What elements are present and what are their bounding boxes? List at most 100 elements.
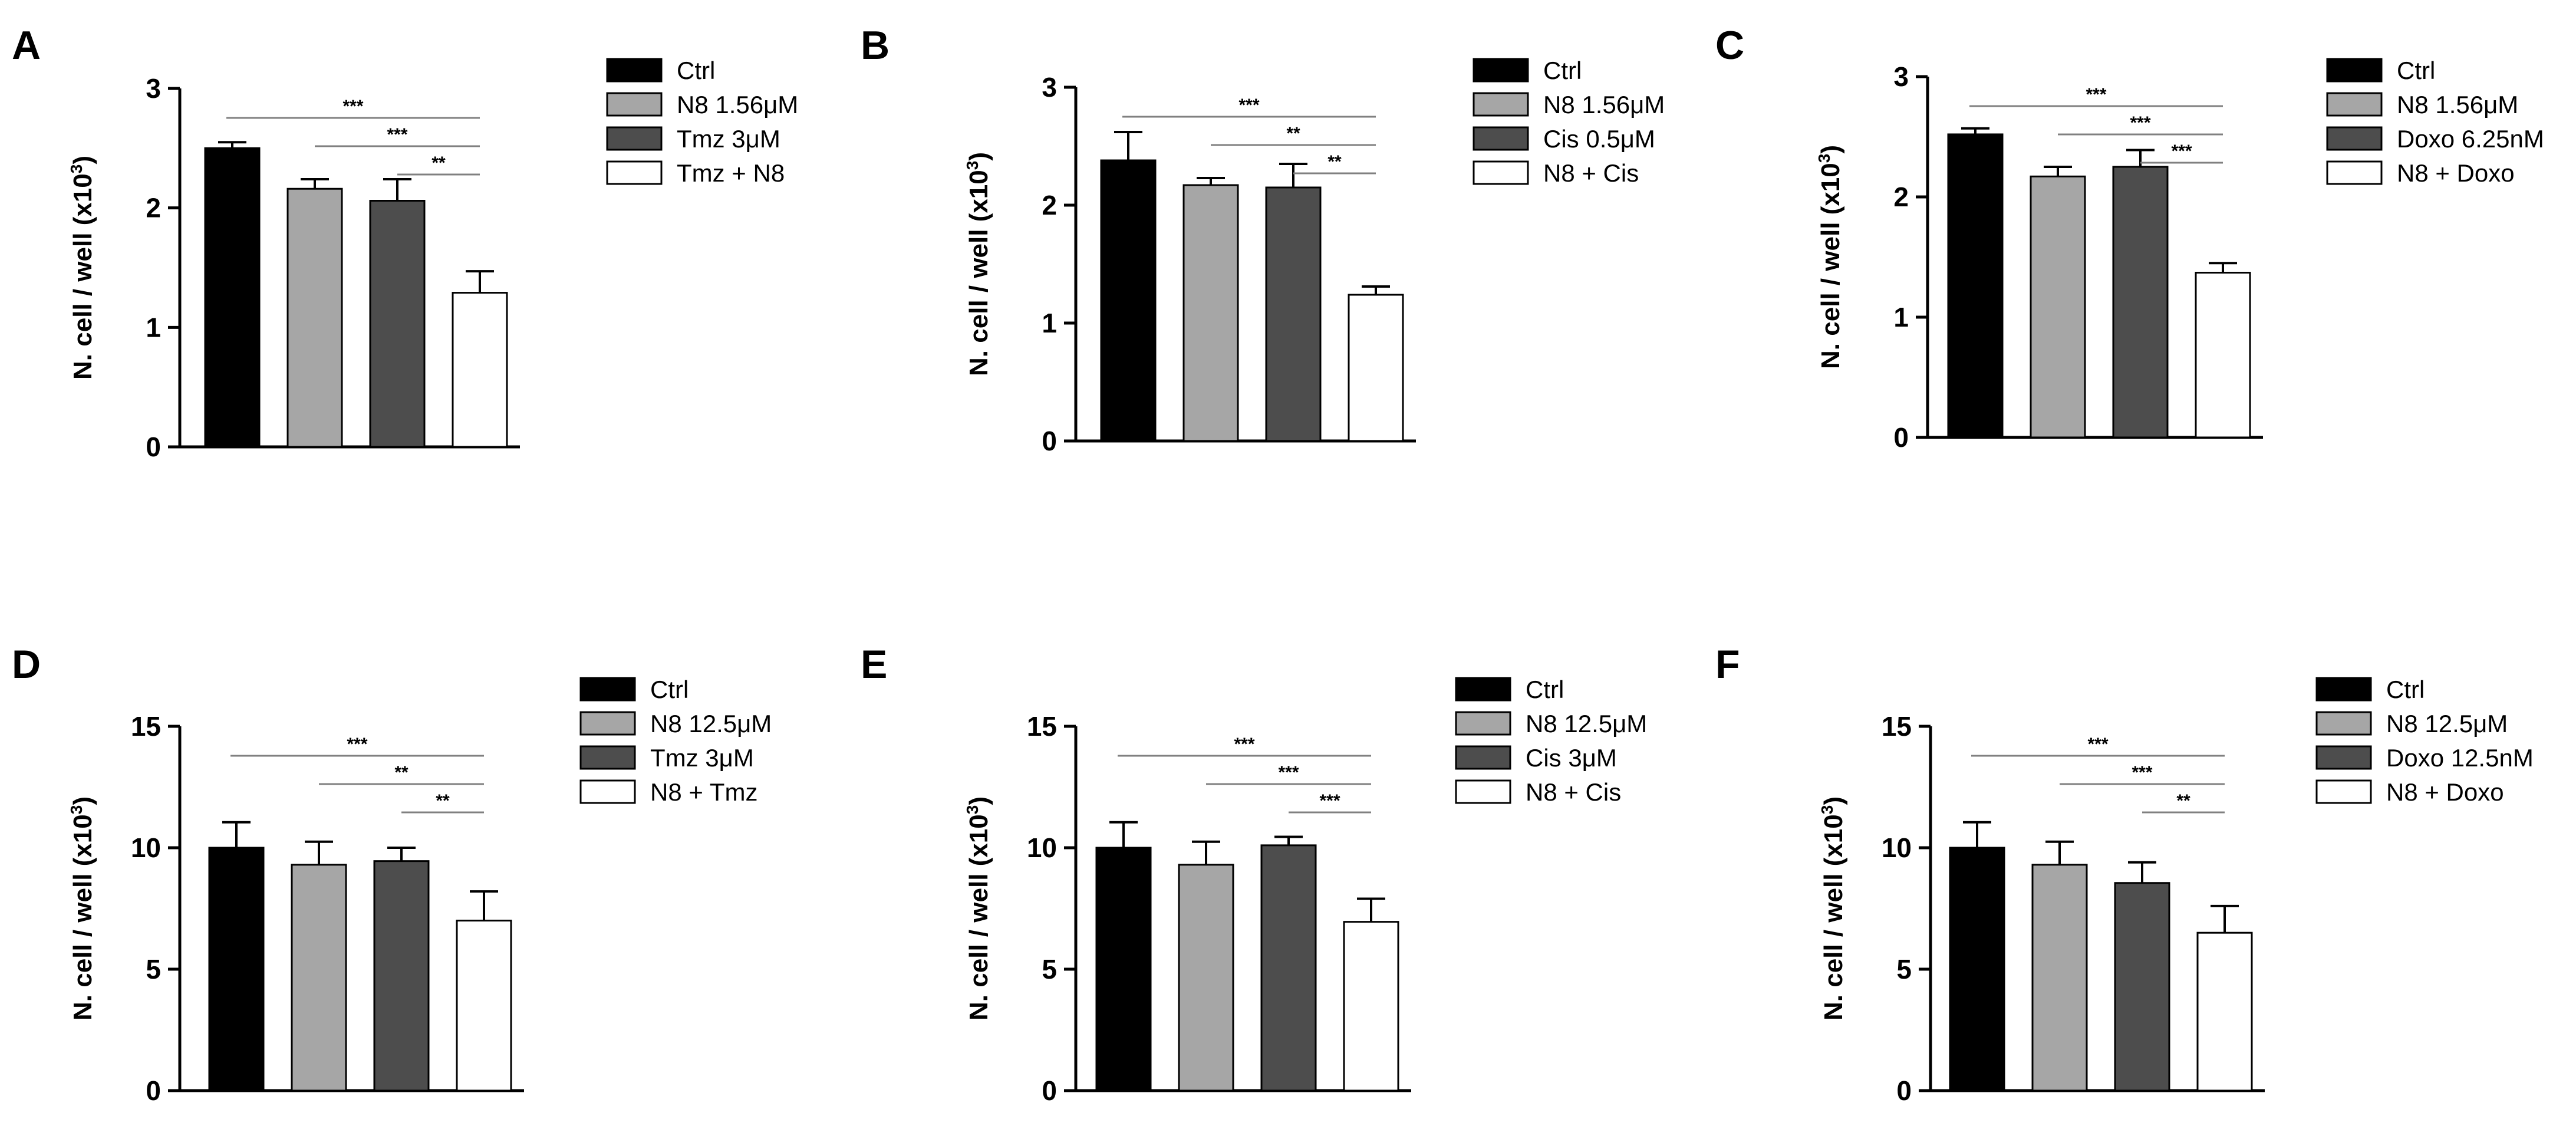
- panel-letter: C: [1715, 23, 1744, 68]
- y-tick-label: 0: [146, 1075, 161, 1106]
- y-tick-label: 0: [1896, 1075, 1912, 1106]
- legend-label: N8 1.56μM: [2397, 91, 2518, 118]
- significance-label: ***: [2132, 763, 2152, 782]
- bar-ctrl: [1095, 847, 1152, 1092]
- bar-n8: [1182, 184, 1239, 442]
- y-tick-label: 1: [1042, 308, 1057, 338]
- significance-label: ***: [1319, 791, 1340, 811]
- legend-swatch-drug: [579, 745, 636, 770]
- bar-combo: [1343, 921, 1399, 1092]
- significance-label: **: [1286, 124, 1300, 143]
- panel-letter: D: [12, 642, 41, 687]
- y-tick-label: 10: [1882, 832, 1912, 863]
- significance-label: **: [2176, 791, 2190, 811]
- bar-n8: [1178, 864, 1234, 1092]
- y-axis-label: N. cell / well (x103): [67, 796, 97, 1020]
- significance-label: ***: [2130, 113, 2150, 133]
- y-tick-label: 10: [1027, 832, 1057, 863]
- significance-label: **: [1327, 152, 1342, 172]
- legend-label: N8 + Doxo: [2397, 159, 2515, 187]
- y-tick-label: 5: [146, 954, 161, 985]
- significance-label: ***: [1238, 96, 1259, 115]
- legend-swatch-drug: [606, 126, 663, 151]
- legend-swatch-combo: [2315, 779, 2372, 804]
- bar-ctrl: [1947, 133, 2004, 439]
- bar-ctrl: [204, 147, 261, 448]
- y-axis-label: N. cell / well (x103): [67, 156, 97, 380]
- bar-drug: [373, 860, 430, 1092]
- legend-swatch-combo: [1473, 160, 1529, 185]
- y-tick-label: 10: [131, 832, 161, 863]
- y-tick-label: 1: [1893, 302, 1909, 332]
- legend-label: N8 + Doxo: [2386, 778, 2504, 806]
- legend-label: Tmz + N8: [677, 159, 785, 187]
- bar-n8: [291, 864, 347, 1092]
- legend-label: Doxo 6.25nM: [2397, 125, 2544, 153]
- y-tick-label: 15: [1882, 711, 1912, 742]
- legend-label: N8 12.5μM: [650, 710, 772, 738]
- legend-label: N8 + Tmz: [650, 778, 757, 806]
- significance-label: ***: [2086, 85, 2106, 104]
- significance-label: ***: [2087, 735, 2108, 754]
- significance-label: **: [436, 791, 450, 811]
- y-tick-label: 3: [1893, 61, 1909, 92]
- y-tick-label: 3: [146, 73, 161, 104]
- legend-swatch-drug: [2326, 126, 2383, 151]
- legend-swatch-ctrl: [579, 677, 636, 702]
- legend-swatch-combo: [2326, 160, 2383, 185]
- y-axis-label: N. cell / well (x103): [963, 152, 993, 376]
- legend-swatch-drug: [1473, 126, 1529, 151]
- bar-ctrl: [1100, 159, 1157, 442]
- bar-combo: [2196, 931, 2253, 1092]
- legend-label: Ctrl: [650, 676, 689, 703]
- significance-label: ***: [347, 735, 367, 754]
- bar-drug: [1265, 186, 1322, 442]
- legend-swatch-combo: [579, 779, 636, 804]
- y-tick-label: 0: [146, 432, 161, 462]
- legend-label: Ctrl: [677, 57, 715, 84]
- legend-swatch-n8: [606, 92, 663, 117]
- y-tick-label: 2: [1893, 182, 1909, 212]
- bar-n8: [286, 187, 343, 448]
- bar-combo: [456, 920, 512, 1092]
- legend-label: N8 + Cis: [1543, 159, 1639, 187]
- legend-swatch-drug: [2315, 745, 2372, 770]
- y-tick-label: 2: [1042, 190, 1057, 220]
- legend-label: Tmz 3μM: [677, 125, 780, 153]
- legend-label: Cis 0.5μM: [1543, 125, 1655, 153]
- legend-swatch-ctrl: [1473, 58, 1529, 83]
- significance-label: ***: [342, 97, 363, 116]
- legend-swatch-combo: [606, 160, 663, 185]
- legend-label: N8 1.56μM: [677, 91, 798, 118]
- significance-label: ***: [387, 125, 407, 144]
- legend-label: N8 + Cis: [1526, 778, 1621, 806]
- panel-letter: A: [12, 23, 41, 68]
- legend-label: Ctrl: [1526, 676, 1564, 703]
- legend-swatch-ctrl: [1455, 677, 1511, 702]
- legend-swatch-ctrl: [2326, 58, 2383, 83]
- y-tick-label: 2: [146, 193, 161, 223]
- bar-combo: [452, 292, 508, 448]
- significance-label: **: [431, 153, 446, 173]
- bar-drug: [2112, 166, 2169, 439]
- legend-swatch-ctrl: [606, 58, 663, 83]
- legend-swatch-n8: [1473, 92, 1529, 117]
- significance-label: **: [394, 763, 409, 782]
- y-tick-label: 15: [1027, 711, 1057, 742]
- legend-label: N8 1.56μM: [1543, 91, 1665, 118]
- legend-swatch-n8: [1455, 711, 1511, 736]
- legend-label: N8 12.5μM: [1526, 710, 1647, 738]
- y-tick-label: 3: [1042, 72, 1057, 103]
- legend-label: Cis 3μM: [1526, 744, 1617, 772]
- bar-drug: [2114, 882, 2170, 1092]
- legend-label: Tmz 3μM: [650, 744, 754, 772]
- legend-swatch-n8: [2315, 711, 2372, 736]
- y-tick-label: 0: [1042, 426, 1057, 456]
- legend-label: Ctrl: [1543, 57, 1582, 84]
- legend-label: Ctrl: [2397, 57, 2435, 84]
